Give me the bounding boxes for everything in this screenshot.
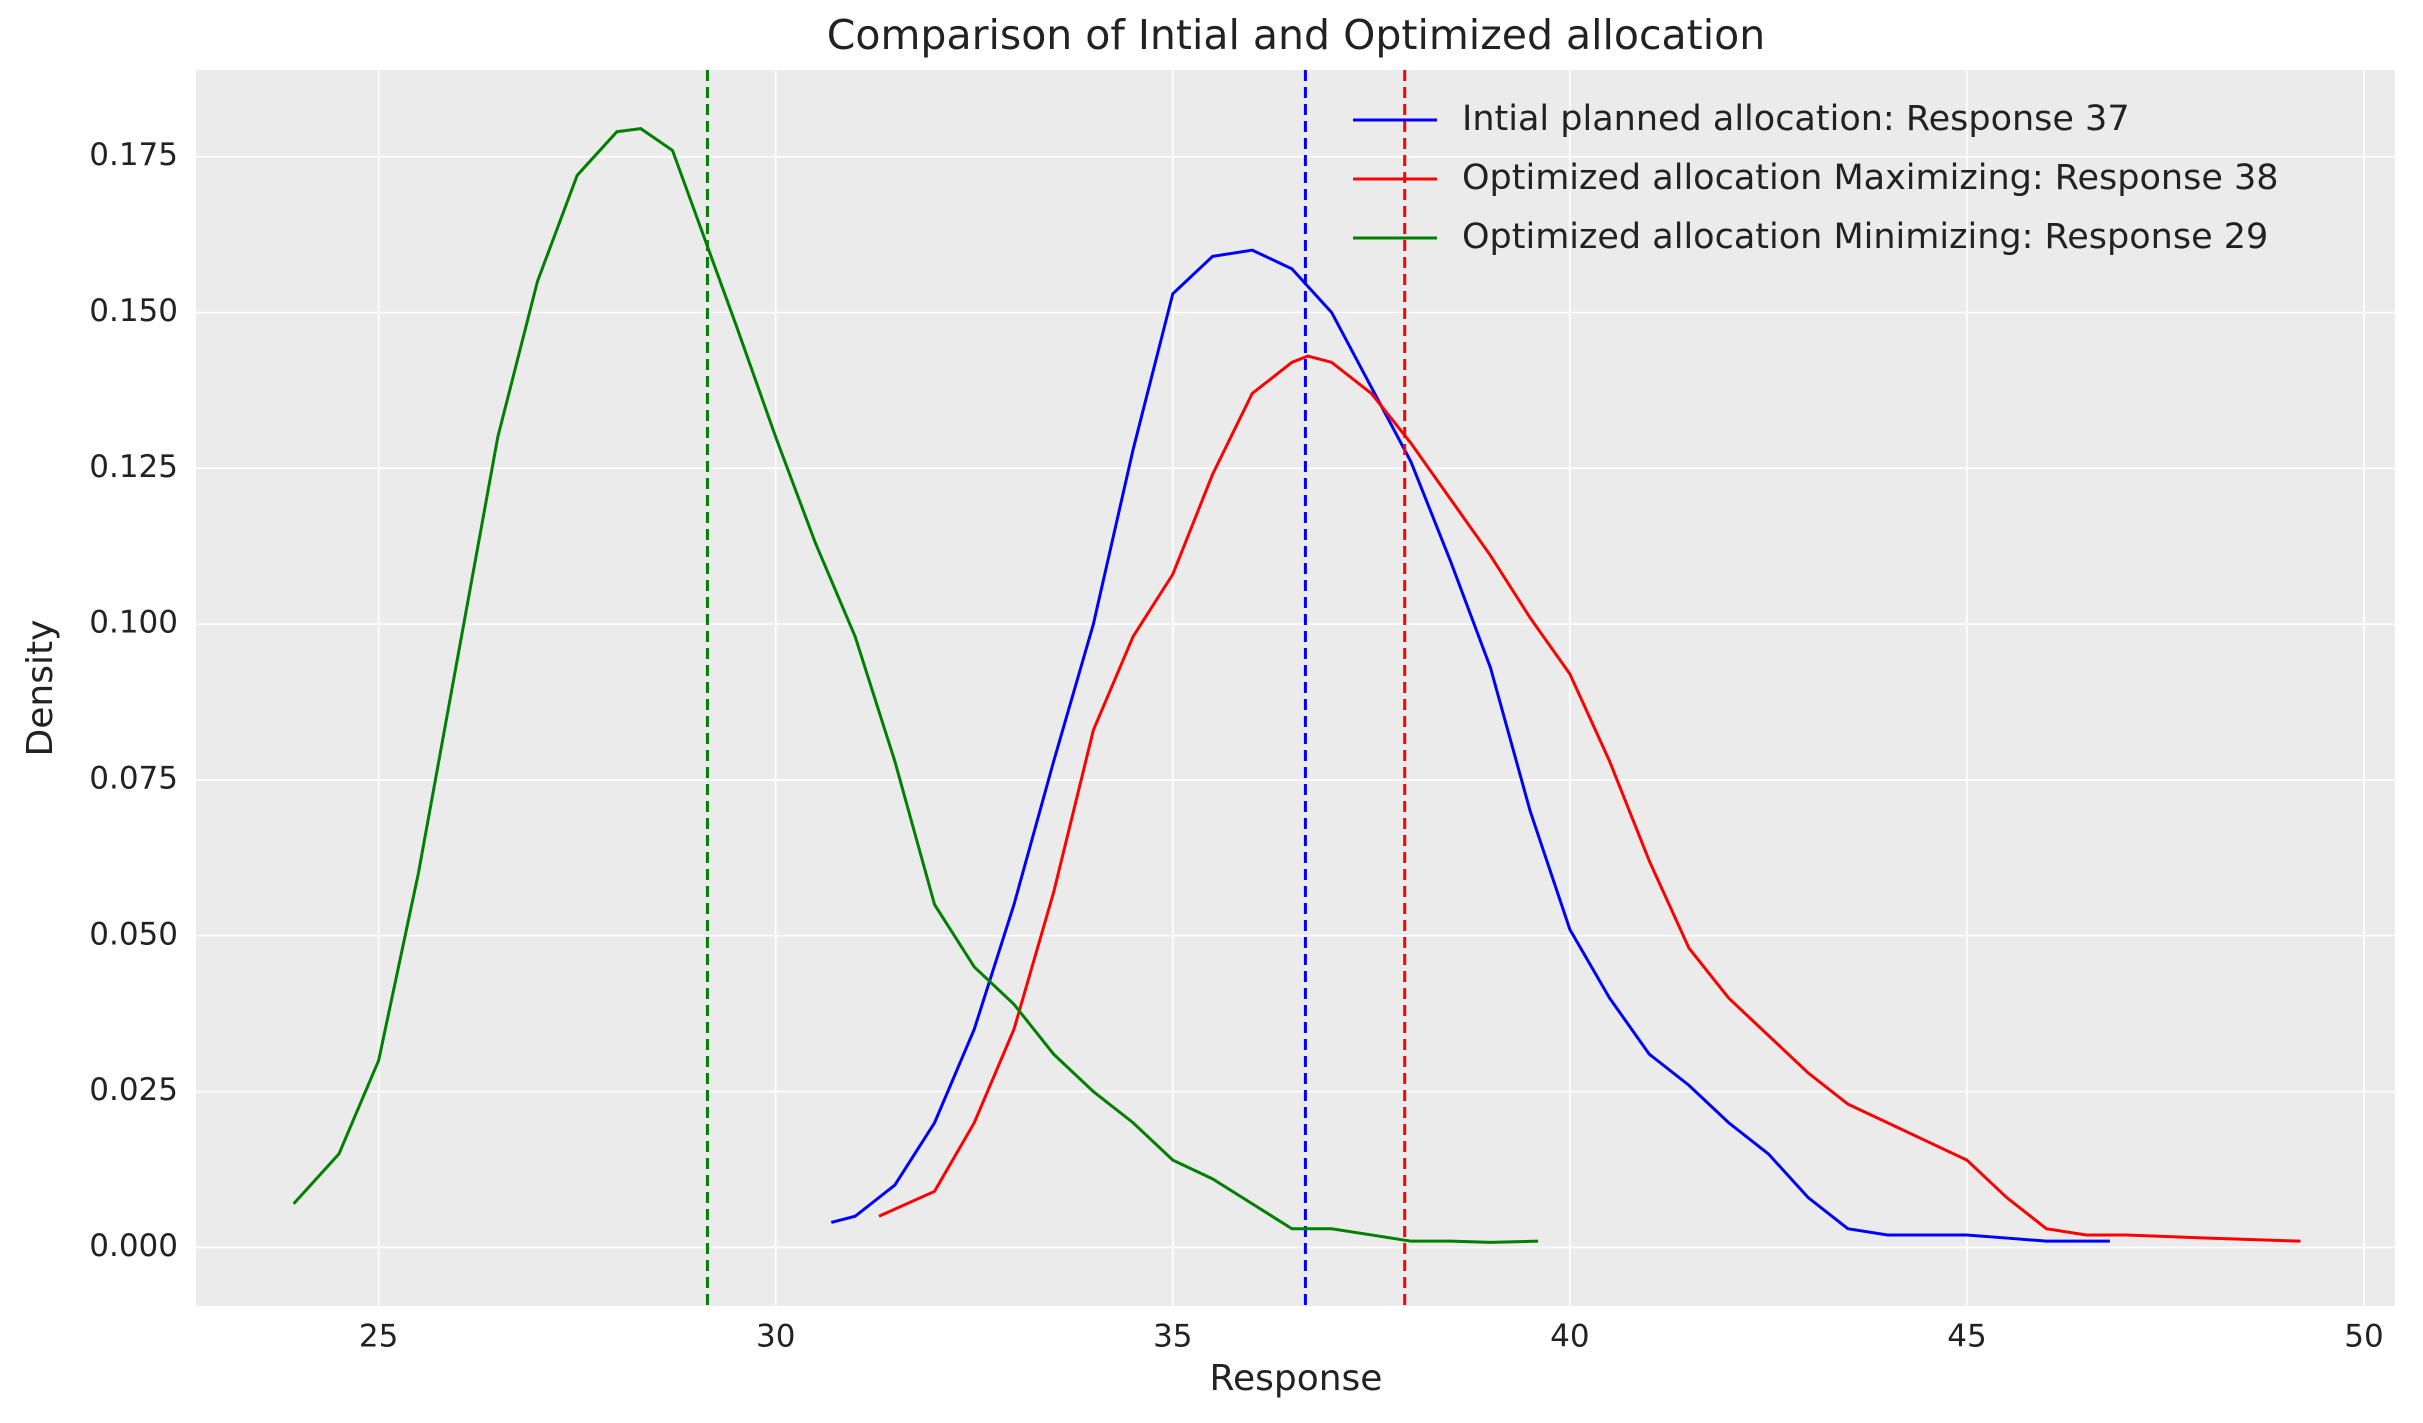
y-tick-label: 0.025: [89, 1072, 178, 1108]
y-tick-label: 0.150: [89, 293, 178, 329]
density-line: [292, 127, 1539, 1244]
legend-label: Optimized allocation Maximizing: Respons…: [1462, 158, 2279, 198]
x-axis-label: Response: [1210, 1358, 1383, 1399]
y-tick-label: 0.050: [89, 916, 178, 952]
y-tick-label: 0.000: [89, 1228, 178, 1264]
y-axis-label: Density: [20, 620, 61, 757]
y-tick-label: 0.125: [89, 449, 178, 485]
density-line: [878, 354, 2301, 1243]
x-tick-label: 25: [359, 1319, 398, 1355]
y-tick-label: 0.100: [89, 605, 178, 641]
y-tick-label: 0.175: [89, 137, 178, 173]
y-tick-label: 0.075: [89, 760, 178, 796]
x-tick-label: 35: [1153, 1319, 1192, 1355]
x-tick-label: 40: [1550, 1319, 1589, 1355]
x-tick-label: 50: [2344, 1319, 2383, 1355]
density-line: [830, 248, 2110, 1243]
legend-label: Optimized allocation Minimizing: Respons…: [1462, 217, 2268, 257]
legend-label: Intial planned allocation: Response 37: [1462, 99, 2130, 139]
x-tick-label: 30: [756, 1319, 795, 1355]
x-tick-label: 45: [1947, 1319, 1986, 1355]
grid: [196, 70, 2395, 1306]
marks: [292, 70, 2301, 1306]
plot-area: [196, 70, 2395, 1306]
chart-title: Comparison of Intial and Optimized alloc…: [827, 11, 1765, 59]
